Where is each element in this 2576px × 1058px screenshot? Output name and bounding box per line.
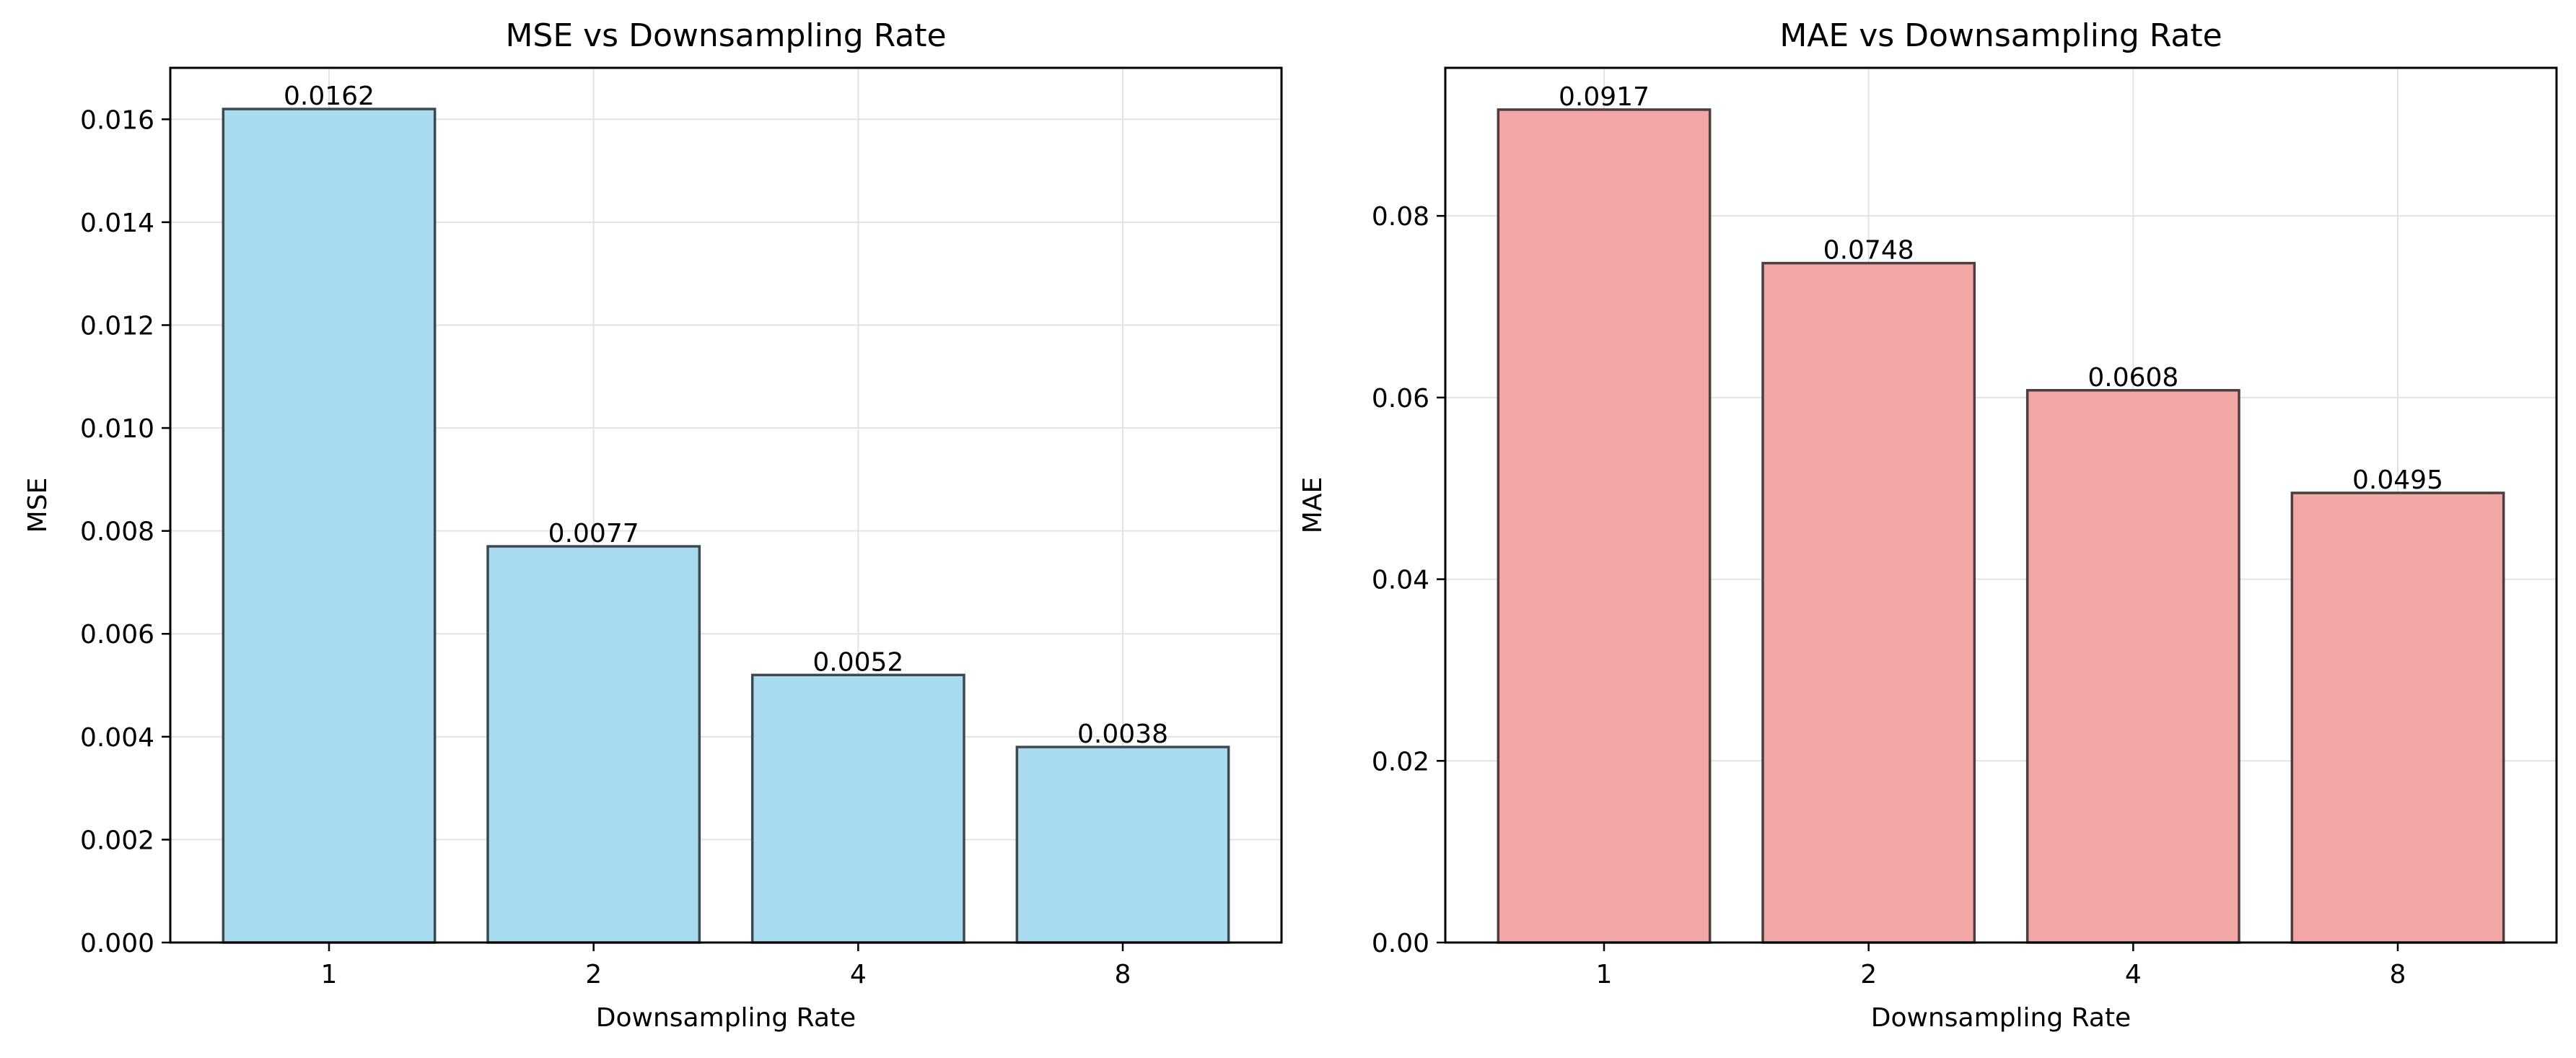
y-tick-label: 0.06 [1372, 384, 1429, 414]
y-axis-label: MSE [23, 478, 53, 533]
y-tick-label: 0.08 [1372, 202, 1429, 232]
bar [2290, 491, 2505, 944]
bar [2025, 389, 2240, 944]
y-tick-label: 0.02 [1372, 747, 1429, 777]
bar [222, 108, 437, 944]
chart-mse: 0.01620.00770.00520.00380.0000.0020.0040… [23, 17, 1283, 1033]
bar [750, 673, 965, 944]
y-axis-label: MAE [1298, 477, 1328, 533]
y-tick-label: 0.00 [1372, 929, 1429, 958]
y-tick-label: 0.006 [80, 620, 154, 650]
chart-title: MAE vs Downsampling Rate [1779, 17, 2222, 54]
x-tick-label: 2 [585, 960, 602, 989]
x-tick-label: 8 [2390, 960, 2406, 989]
data-label: 0.0077 [548, 519, 639, 548]
y-tick-label: 0.008 [80, 517, 154, 547]
x-tick-label: 1 [1596, 960, 1613, 989]
x-tick-label: 1 [321, 960, 338, 989]
y-tick-label: 0.010 [80, 414, 154, 444]
axes-frame [1444, 66, 2558, 944]
data-label: 0.0917 [1559, 82, 1650, 112]
data-label: 0.0608 [2087, 363, 2178, 393]
chart-title: MSE vs Downsampling Rate [505, 17, 946, 54]
bar [1015, 746, 1230, 944]
data-label: 0.0495 [2352, 465, 2443, 495]
x-tick-label: 4 [850, 960, 867, 989]
x-tick-label: 4 [2125, 960, 2142, 989]
y-tick-label: 0.014 [80, 209, 154, 238]
data-label: 0.0052 [812, 647, 903, 677]
chart-mae: 0.0917 0.0748 0.0608 0.0495 0.00 0.02 0.04 0.06… [1298, 17, 2558, 1033]
y-tick-label: 0.04 [1372, 566, 1429, 595]
data-label: 0.0038 [1077, 720, 1168, 749]
x-tick-label: 2 [1860, 960, 1877, 989]
x-axis-label: Downsampling Rate [1871, 1003, 2131, 1033]
y-tick-label: 0.002 [80, 826, 154, 855]
y-tick-label: 0.004 [80, 723, 154, 753]
y-tick-label: 0.000 [80, 929, 154, 958]
data-label: 0.0162 [284, 82, 374, 111]
x-tick-label: 8 [1115, 960, 1131, 989]
bar [1497, 108, 1712, 944]
y-tick-label: 0.016 [80, 105, 154, 135]
x-axis-label: Downsampling Rate [596, 1003, 856, 1033]
bar [486, 545, 701, 944]
axes-frame [169, 66, 1283, 944]
y-tick-label: 0.012 [80, 311, 154, 341]
bar [1761, 261, 1976, 944]
data-label: 0.0748 [1823, 236, 1914, 266]
